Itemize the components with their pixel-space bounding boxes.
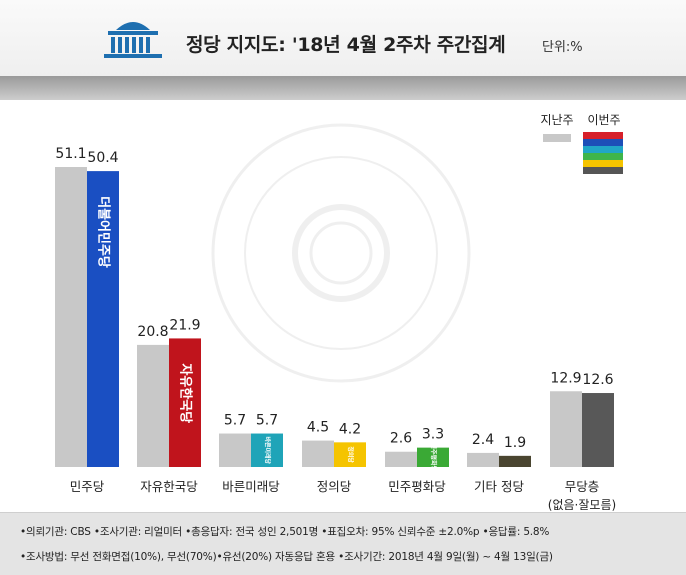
- value-label-prev-6: 12.9: [550, 370, 581, 386]
- legend-curr-swatch-2: [583, 146, 623, 153]
- category-label-1: 자유한국당: [140, 479, 198, 494]
- legend-curr-label: 이번주: [587, 113, 620, 127]
- value-label-prev-0: 51.1: [55, 146, 86, 162]
- survey-info-footer: •의뢰기관: CBS •조사기관: 리얼미터 •총응답자: 전국 성인 2,50…: [0, 512, 686, 575]
- legend-curr-swatch-3: [583, 153, 623, 160]
- party-logo-3: 정의당: [347, 446, 355, 463]
- legend-prev-label: 지난주: [540, 113, 573, 127]
- value-label-curr-0: 50.4: [87, 150, 118, 166]
- value-label-prev-4: 2.6: [390, 431, 412, 447]
- bar-curr-6: [582, 393, 614, 467]
- footer-line-1: •의뢰기관: CBS •조사기관: 리얼미터 •총응답자: 전국 성인 2,50…: [20, 526, 550, 538]
- party-logo-2: 바른미래당: [264, 436, 272, 464]
- party-logo-1: 자유한국당: [178, 363, 194, 423]
- bar-curr-4: [417, 447, 449, 467]
- header-rule: [0, 76, 686, 100]
- value-label-prev-3: 4.5: [307, 420, 329, 436]
- legend-curr-swatch-0: [583, 132, 623, 139]
- category-label-6: 무당층: [565, 479, 600, 494]
- bar-prev-1: [137, 344, 169, 467]
- unit-label: 단위:%: [542, 40, 583, 55]
- footer-line-2: •조사방법: 무선 전화면접(10%), 무선(70%)•유선(20%) 자동응…: [20, 551, 553, 563]
- bar-curr-0: [87, 171, 119, 467]
- value-label-prev-2: 5.7: [224, 413, 246, 429]
- value-label-prev-1: 20.8: [137, 324, 168, 340]
- party-logo-4: 민주평화당: [430, 444, 438, 472]
- category-sublabel-6: (없음·잘모름): [548, 498, 616, 512]
- value-label-prev-5: 2.4: [472, 432, 494, 448]
- value-label-curr-2: 5.7: [256, 413, 278, 429]
- bar-prev-0: [55, 167, 87, 467]
- bar-curr-3: [334, 442, 366, 467]
- national-assembly-logo-icon: [104, 22, 162, 58]
- bar-curr-2: [251, 433, 283, 467]
- value-label-curr-6: 12.6: [582, 372, 613, 388]
- bar-prev-5: [467, 452, 499, 467]
- value-label-curr-4: 3.3: [422, 427, 444, 443]
- category-label-3: 정의당: [317, 479, 352, 494]
- value-label-curr-5: 1.9: [504, 435, 526, 451]
- watermark-seal: [211, 123, 471, 383]
- category-label-5: 기타 정당: [474, 479, 524, 494]
- value-label-curr-1: 21.9: [169, 317, 200, 333]
- bar-prev-3: [302, 440, 334, 467]
- legend-prev-swatch: [543, 134, 571, 142]
- bar-curr-5: [499, 455, 531, 467]
- legend-curr-swatch-4: [583, 160, 623, 167]
- category-label-0: 민주당: [70, 479, 105, 494]
- legend-curr-swatch-1: [583, 139, 623, 146]
- bar-curr-1: [169, 338, 201, 467]
- category-label-4: 민주평화당: [388, 479, 446, 494]
- bar-prev-4: [385, 451, 417, 467]
- chart-title: 정당 지지도: '18년 4월 2주차 주간집계: [186, 34, 506, 56]
- bar-prev-2: [219, 433, 251, 467]
- category-label-2: 바른미래당: [222, 479, 280, 494]
- party-logo-0: 더불어민주당: [96, 196, 112, 268]
- value-label-curr-3: 4.2: [339, 421, 361, 437]
- legend-curr-swatch-5: [583, 167, 623, 174]
- bar-prev-6: [550, 391, 582, 467]
